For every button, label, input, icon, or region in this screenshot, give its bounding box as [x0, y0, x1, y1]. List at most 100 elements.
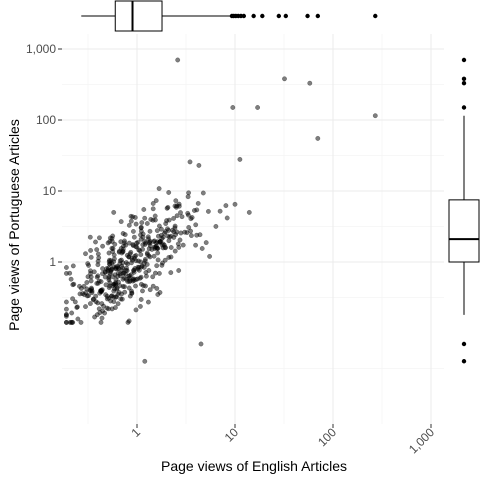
scatter-point: [175, 241, 181, 247]
y-tick-label: 1,000: [26, 42, 56, 56]
scatter-point: [108, 258, 114, 264]
x-boxplot-outlier: [260, 13, 265, 19]
scatter-point: [120, 231, 126, 236]
scatter-point: [141, 207, 147, 212]
scatter-point: [168, 245, 174, 250]
scatter-point: [174, 213, 180, 219]
scatter-point: [99, 315, 105, 321]
scatter-point: [126, 254, 132, 260]
scatter-point: [203, 240, 209, 246]
scatter-points: [64, 57, 378, 364]
scatter-point: [282, 76, 287, 82]
scatter-point: [187, 159, 193, 165]
scatter-point: [108, 298, 114, 304]
scatter-point: [185, 210, 191, 216]
scatter-point: [69, 310, 75, 316]
scatter-point: [88, 247, 94, 253]
x-boxplot-outlier: [276, 13, 282, 19]
scatter-point: [115, 270, 121, 276]
scatter-point: [150, 201, 156, 206]
scatter-point: [83, 251, 88, 257]
scatter-point: [156, 270, 162, 276]
scatter-point: [117, 248, 122, 254]
y-boxplot-outlier: [461, 80, 467, 86]
scatter-point: [246, 209, 252, 215]
scatter-point: [138, 252, 144, 258]
x-tick-label: 100: [315, 425, 339, 449]
scatter-point: [130, 214, 136, 220]
y-boxplot-box: [448, 199, 480, 263]
scatter-point: [138, 232, 143, 238]
scatter-point: [147, 254, 153, 260]
scatter-point: [64, 299, 69, 305]
scatter-point: [180, 242, 186, 248]
scatter-point: [113, 265, 119, 271]
scatter-point: [154, 228, 160, 234]
scatter-point: [153, 198, 159, 204]
scatter-point: [158, 226, 164, 232]
scatter-point: [83, 304, 88, 309]
scatter-point: [104, 293, 110, 299]
x-boxplot-outlier: [305, 13, 310, 19]
scatter-point: [143, 283, 148, 289]
scatter-point: [184, 230, 190, 236]
scatter-point: [144, 221, 150, 226]
scatter-point: [223, 203, 229, 209]
x-axis: 1 10 100 1,000: [128, 424, 437, 456]
scatter-point: [70, 263, 76, 269]
scatter-point: [110, 283, 116, 289]
scatter-point: [175, 57, 181, 63]
scatter-point: [97, 235, 102, 241]
scatter-point: [137, 275, 143, 281]
scatter-point: [186, 224, 192, 230]
scatter-point: [193, 222, 199, 228]
scatter-point: [191, 208, 197, 213]
scatter-point: [170, 227, 175, 233]
x-marginal-boxplot: [81, 0, 378, 32]
scatter-point: [152, 213, 158, 219]
y-boxplot-outlier: [461, 359, 467, 364]
scatter-point: [117, 261, 123, 267]
scatter-point: [96, 278, 102, 284]
scatter-point: [142, 358, 148, 364]
scatter-point: [64, 312, 69, 317]
scatter-point: [255, 105, 261, 110]
x-boxplot-outlier: [283, 13, 289, 19]
scatter-point: [189, 215, 195, 220]
scatter-point: [147, 228, 153, 234]
scatter-point: [205, 208, 211, 214]
scatter-point: [70, 296, 76, 302]
scatter-point: [154, 263, 160, 269]
scatter-point: [122, 289, 128, 295]
scatter-point: [150, 206, 156, 212]
scatter-point: [93, 239, 98, 245]
scatter-point: [91, 269, 97, 275]
scatter-point: [188, 233, 194, 239]
scatter-point: [110, 246, 116, 252]
scatter-point: [126, 285, 132, 291]
scatter-point: [86, 262, 92, 268]
scatter-point: [124, 265, 129, 271]
scatter-point: [126, 240, 132, 246]
scatter-point: [111, 209, 117, 215]
scatter-point: [75, 316, 81, 322]
scatter-point: [178, 210, 183, 216]
x-boxplot-outlier: [373, 13, 378, 19]
scatter-point: [74, 305, 80, 310]
y-axis: 1 10 100 1,000: [26, 42, 62, 269]
y-marginal-boxplot: [448, 57, 480, 364]
scatter-point: [207, 253, 213, 259]
scatter-point: [114, 285, 120, 291]
y-tick-label: 1: [49, 255, 56, 269]
scatter-point: [118, 219, 124, 225]
scatter-point: [129, 257, 135, 263]
scatter-point: [126, 222, 132, 228]
scatter-point: [171, 215, 177, 221]
scatter-point: [166, 238, 172, 244]
scatter-point: [131, 234, 137, 240]
scatter-point: [64, 270, 69, 276]
scatter-point: [67, 319, 73, 325]
scatter-point: [138, 236, 144, 242]
scatter-point: [68, 276, 74, 282]
